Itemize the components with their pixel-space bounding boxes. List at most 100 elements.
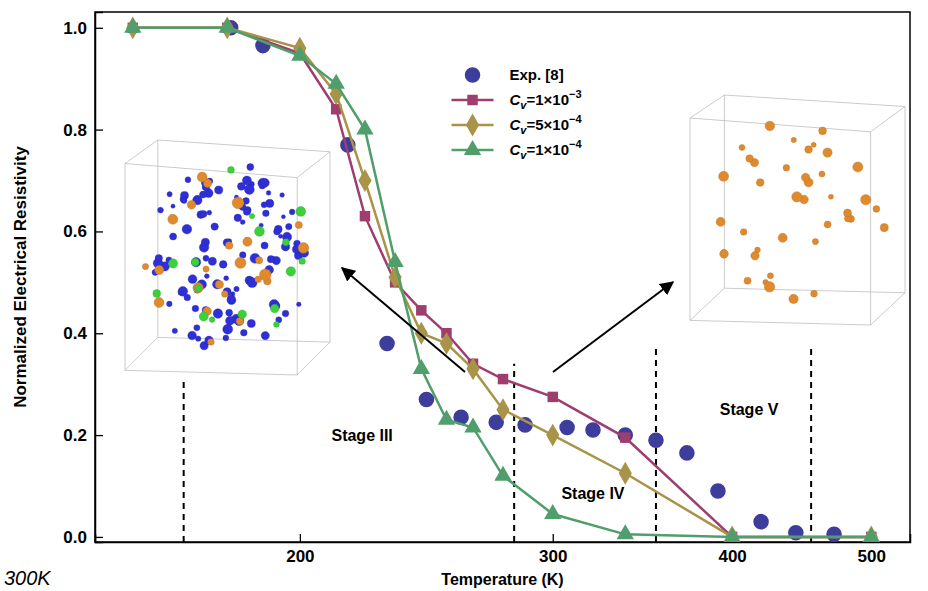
inset-atom: [178, 291, 182, 295]
inset-atom: [195, 285, 202, 292]
stage-label: Stage IV: [561, 485, 624, 502]
legend-item: Cv=1×10−3: [452, 88, 582, 111]
data-point: [415, 322, 428, 345]
inset-atom: [792, 192, 802, 202]
series-line: [133, 28, 872, 537]
inset-atom: [227, 296, 236, 305]
data-point: [620, 432, 630, 442]
inset-atom: [767, 273, 773, 279]
inset-atom: [219, 261, 227, 269]
x-axis: 200300400500: [96, 534, 911, 566]
data-point: [291, 46, 308, 61]
inset-atom: [267, 256, 274, 263]
tick-mark: [95, 28, 103, 29]
inset-atom: [243, 208, 250, 215]
data-point: [328, 74, 345, 89]
legend-label: Cv=1×10−4: [510, 138, 583, 161]
inset-atom: [221, 291, 228, 298]
plot-area: [124, 16, 880, 542]
inset-atom: [801, 173, 809, 181]
inset-atom: [170, 233, 177, 240]
inset-edge: [870, 132, 871, 325]
inset-atom: [720, 250, 729, 259]
stage-label: Stage III: [331, 427, 392, 444]
inset-atom: [223, 324, 233, 334]
inset-atom: [844, 209, 852, 217]
plot-frame: [95, 12, 910, 542]
inset-edge: [125, 370, 297, 375]
inset-atom: [716, 217, 725, 226]
inset-atom: [209, 317, 215, 323]
inset: [690, 95, 905, 325]
inset-atom: [215, 280, 223, 288]
legend-item: Exp. [8]: [465, 66, 564, 83]
inset-atom: [286, 223, 292, 229]
inset-edge: [297, 178, 298, 375]
legend-item: Cv=5×10−4: [452, 113, 583, 136]
data-point: [863, 527, 880, 542]
tick-label: 0.6: [63, 222, 87, 241]
data-point: [619, 462, 632, 485]
inset-atom: [208, 257, 216, 265]
inset-atom: [172, 328, 177, 333]
legend-item: Cv=1×10−4: [452, 138, 583, 161]
inset-atom: [227, 295, 235, 303]
data-point: [710, 483, 726, 499]
data-point: [358, 169, 371, 192]
legend: Exp. [8] Cv=1×10−3Cv=5×10−4Cv=1×10−4: [452, 66, 583, 161]
inset-atom: [805, 146, 813, 154]
data-point: [464, 417, 481, 432]
tick-mark: [553, 534, 554, 542]
inset-atom: [168, 214, 178, 224]
tick-label: 500: [858, 547, 886, 566]
data-point: [546, 424, 559, 447]
inset-atom: [297, 302, 302, 307]
data-point: [356, 120, 373, 135]
inset-edge: [690, 118, 691, 320]
inset-atom: [213, 309, 223, 319]
inset-atom: [224, 276, 229, 281]
inset-edge: [125, 140, 158, 164]
axis-line: [96, 534, 911, 543]
inset-atom: [188, 331, 197, 340]
data-point: [360, 211, 370, 221]
tick: 0.4: [63, 324, 103, 343]
inset-atom: [194, 325, 200, 331]
inset-atom: [240, 329, 247, 336]
inset-atom: [853, 162, 863, 172]
inset-atom: [225, 242, 233, 250]
data-point: [617, 524, 634, 539]
inset-atom: [154, 298, 164, 308]
tick-label: 0.0: [63, 528, 87, 547]
data-point: [547, 392, 557, 402]
inset-atom: [274, 225, 282, 233]
inset-atom: [192, 305, 199, 312]
inset-atom: [242, 176, 251, 185]
inset-atom: [789, 294, 798, 303]
inset-atom: [746, 155, 754, 163]
tick: 200: [286, 534, 314, 566]
chart: 2003004005000.00.20.40.60.81.0Temperatur…: [0, 0, 928, 591]
legend-label: Cv=5×10−4: [510, 113, 583, 136]
inset-edge: [690, 320, 871, 325]
inset-atom: [261, 202, 267, 208]
inset-atom: [783, 164, 790, 171]
tick-mark: [95, 435, 103, 436]
inset-atom: [223, 335, 229, 341]
corner-text: 300K: [4, 567, 52, 589]
inset-atom: [261, 242, 268, 249]
inset-atom: [226, 309, 233, 316]
inset-edge: [158, 140, 330, 152]
inset-atom: [298, 243, 309, 254]
legend-marker: [467, 95, 477, 105]
inset-atom: [719, 171, 729, 181]
tick: 0.0: [63, 528, 103, 547]
data-point: [753, 514, 769, 530]
inset-atom: [282, 310, 289, 317]
stage-boundary: [183, 379, 185, 542]
inset-edge: [330, 152, 331, 342]
inset-atom: [739, 145, 745, 151]
inset-atom: [187, 200, 196, 209]
data-point: [723, 527, 740, 542]
inset-atom: [286, 267, 295, 276]
